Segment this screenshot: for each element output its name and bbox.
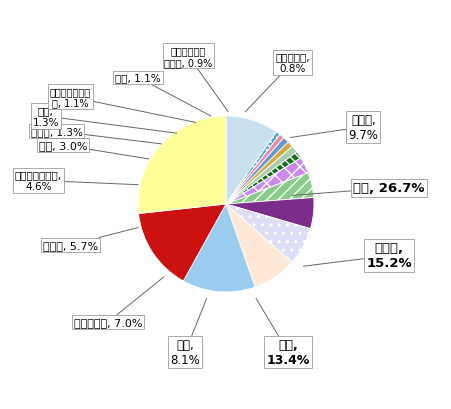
Text: その他,
9.7%: その他, 9.7% [290,113,377,142]
Wedge shape [226,204,291,288]
Wedge shape [183,204,254,292]
Wedge shape [138,117,226,214]
Text: 牛乳,
13.4%: 牛乳, 13.4% [255,299,309,366]
Text: 鶏卵, 26.7%: 鶏卵, 26.7% [292,182,424,196]
Wedge shape [226,147,296,204]
Text: エビ, 3.0%: エビ, 3.0% [39,141,148,160]
Text: クルミ,
15.2%: クルミ, 15.2% [303,242,411,270]
Wedge shape [226,133,279,204]
Wedge shape [226,117,276,204]
Text: マカダミアナッ
ツ, 1.1%: マカダミアナッ ツ, 1.1% [50,87,196,123]
Wedge shape [226,138,288,204]
Text: 木の実（分類
不明）, 0.9%: 木の実（分類 不明）, 0.9% [164,46,228,112]
Text: ピスタチオ,
0.8%: ピスタチオ, 0.8% [245,52,309,112]
Wedge shape [226,198,313,229]
Text: ピーナッツ, 7.0%: ピーナッツ, 7.0% [74,277,163,327]
Text: カシューナッツ,
4.6%: カシューナッツ, 4.6% [14,170,138,192]
Wedge shape [226,142,292,204]
Text: キウイ, 1.3%: キウイ, 1.3% [31,127,161,144]
Wedge shape [226,153,300,204]
Wedge shape [138,204,226,281]
Text: イクラ, 5.7%: イクラ, 5.7% [43,228,138,250]
Wedge shape [226,135,283,204]
Text: ソバ, 1.1%: ソバ, 1.1% [115,73,211,117]
Wedge shape [226,158,308,204]
Text: 小麦,
8.1%: 小麦, 8.1% [170,299,206,366]
Wedge shape [226,173,313,204]
Wedge shape [226,204,310,263]
Text: 大豆,
1.3%: 大豆, 1.3% [32,106,176,134]
